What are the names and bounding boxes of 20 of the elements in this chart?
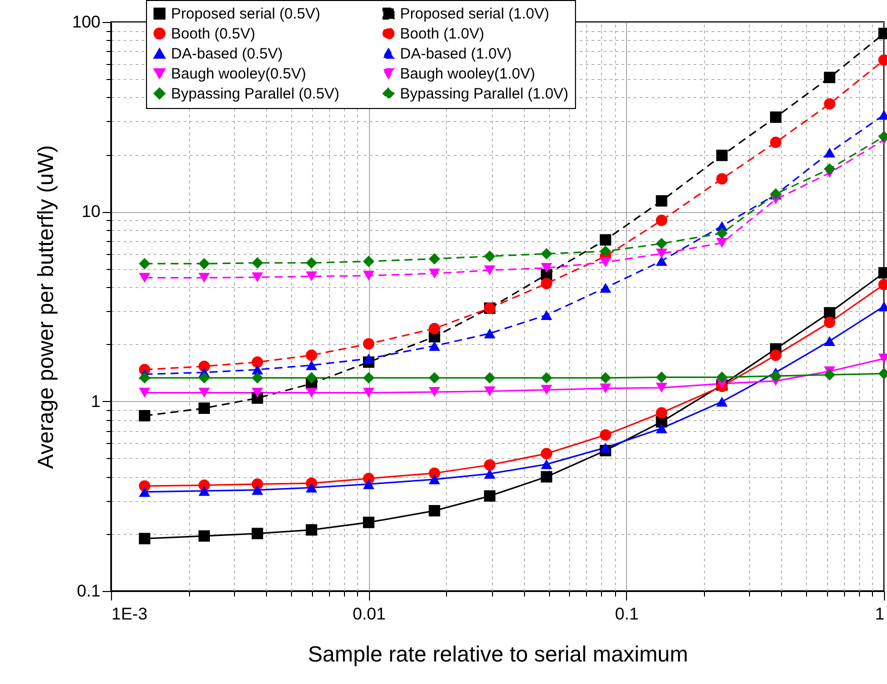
x-tick-label: 1E-3	[112, 604, 148, 624]
legend-label: Proposed serial (1.0V)	[400, 6, 550, 23]
legend-label: Bypassing Parallel (0.5V)	[171, 86, 340, 102]
y-tick-label: 100	[72, 12, 100, 32]
legend-label: Proposed serial (0.5V)	[171, 6, 320, 23]
legend-label: Booth (0.5V)	[171, 26, 256, 42]
x-tick-label: 0.01	[352, 604, 386, 624]
legend-label: Booth (1.0V)	[400, 26, 484, 42]
legend-label: DA-based (0.5V)	[171, 46, 283, 62]
x-tick-label: 1	[875, 604, 884, 624]
y-tick-label: 10	[82, 202, 100, 222]
legend-label: DA-based (1.0V)	[400, 46, 512, 62]
x-tick-label: 0.1	[615, 604, 639, 624]
legend-label: Baugh wooley(1.0V)	[400, 66, 536, 82]
legend-label: Bypassing Parallel (1.0V)	[400, 86, 568, 102]
y-tick-label: 0.1	[76, 582, 100, 600]
legend-label: Baugh wooley(0.5V)	[171, 66, 306, 82]
y-axis-title: Average power per butterfly (uW)	[33, 145, 58, 469]
x-axis-title: Sample rate relative to serial maximum	[308, 642, 688, 666]
y-tick-label: 1	[91, 392, 100, 411]
